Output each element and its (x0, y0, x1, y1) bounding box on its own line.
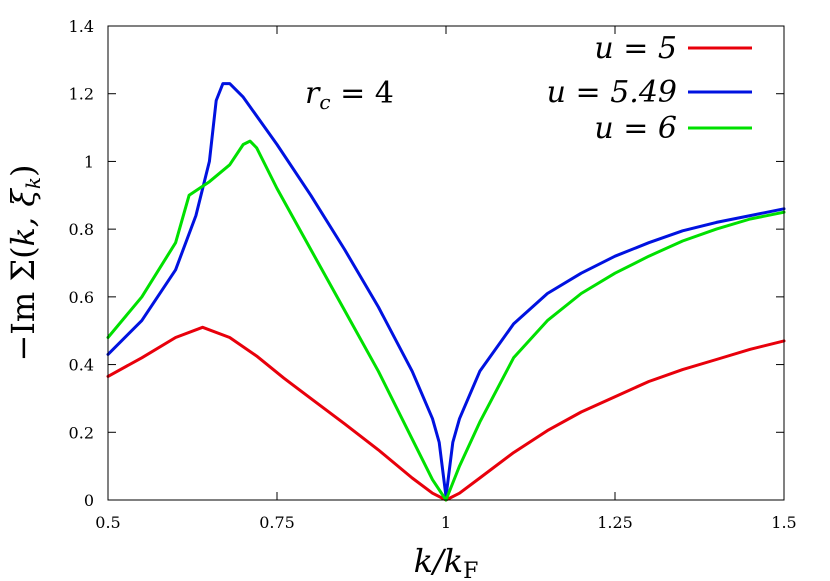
y-tick-label: 0.6 (69, 288, 94, 307)
y-tick-label: 0.4 (69, 356, 94, 375)
x-tick-label: 1.25 (597, 513, 633, 532)
y-tick-label: 0.2 (69, 423, 94, 442)
x-axis-label: k/kF (414, 542, 479, 581)
x-ticks: 0.5 0.75 1 1.25 1.5 (95, 26, 797, 532)
series-line-1 (106, 82, 786, 499)
annotation-rc: rc = 4 (305, 76, 394, 114)
y-tick-label: 1.2 (69, 85, 94, 104)
x-tick-label: 1 (441, 513, 451, 532)
legend: u = 5 u = 5.49u = 6 (547, 31, 752, 146)
series-line-2 (106, 139, 786, 502)
plot-frame (107, 25, 785, 501)
x-tick-label: 0.5 (95, 513, 120, 532)
legend-label-1: u = 5.49 (547, 75, 677, 110)
y-axis-label: −Im Σ(k, ξk) (4, 164, 45, 361)
x-tick-label: 1.5 (771, 513, 796, 532)
y-tick-label: 0.8 (69, 220, 94, 239)
y-tick-label: 0 (84, 491, 94, 510)
legend-label-0: u = 5 (594, 31, 677, 66)
y-tick-label: 1 (84, 152, 94, 171)
y-tick-label: 1.4 (69, 17, 94, 36)
series-line-0 (106, 325, 786, 502)
series-layer (106, 82, 786, 502)
legend-label-2: u = 6 (594, 111, 677, 146)
x-tick-label: 0.75 (259, 513, 295, 532)
y-ticks: 0 0.2 0.4 0.6 0.8 1 1.2 1.4 (69, 17, 784, 510)
